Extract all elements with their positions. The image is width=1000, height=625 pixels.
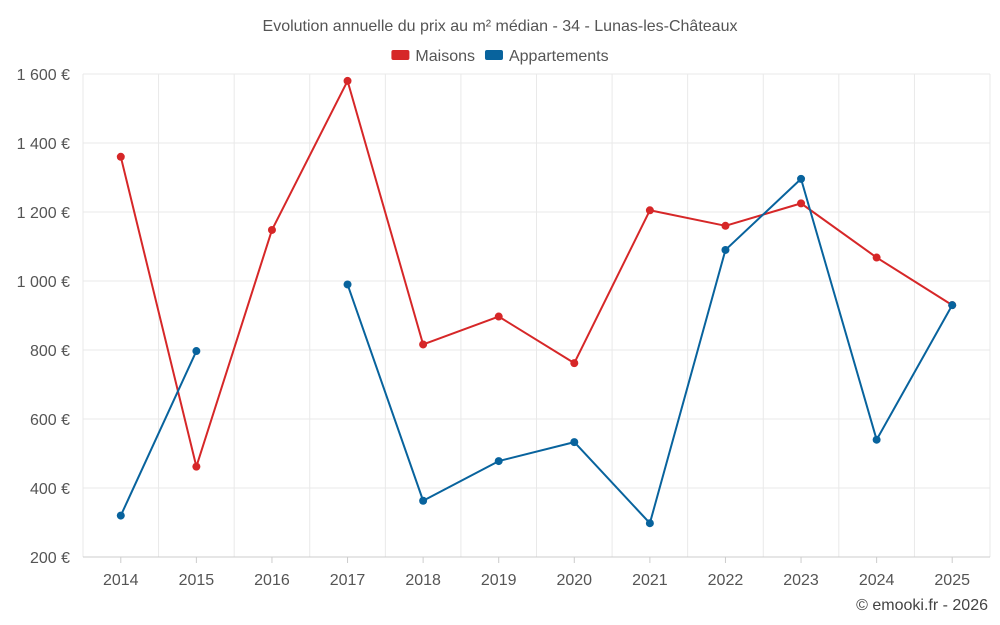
series-group (116, 76, 957, 528)
x-axis: 2014 2015 2016 2017 2018 2019 2020 2021 2022 2023… (83, 556, 990, 589)
data-point-appartements-2022[interactable] (721, 245, 730, 254)
x-tick-label: 2019 (481, 572, 517, 589)
x-tick-label: 2018 (405, 572, 441, 589)
data-point-maisons-2016[interactable] (267, 225, 276, 234)
x-tick-label: 2015 (179, 572, 215, 589)
legend-swatch (391, 50, 410, 60)
data-point-maisons-2017[interactable] (343, 76, 352, 85)
x-tick-label: 2020 (556, 572, 592, 589)
data-point-maisons-2014[interactable] (116, 152, 125, 161)
data-point-appartements-2015[interactable] (192, 347, 201, 356)
series-appartements (116, 174, 957, 528)
grid (82, 73, 991, 557)
data-point-appartements-2024[interactable] (872, 435, 881, 444)
x-tick-label: 2016 (254, 572, 290, 589)
series-maisons (116, 76, 957, 471)
legend-swatch (484, 50, 503, 60)
x-tick-label: 2025 (934, 572, 970, 589)
data-point-appartements-2014[interactable] (116, 511, 125, 520)
chart-title: Evolution annuelle du prix au m² médian … (263, 18, 738, 35)
data-point-maisons-2019[interactable] (494, 312, 503, 321)
y-tick-label: 1 400 € (17, 136, 70, 153)
x-tick-label: 2022 (708, 572, 744, 589)
data-point-maisons-2015[interactable] (192, 462, 201, 471)
y-tick-label: 400 € (30, 481, 70, 498)
x-tick-label: 2014 (103, 572, 139, 589)
x-tick-label: 2023 (783, 572, 819, 589)
x-tick-label: 2017 (330, 572, 366, 589)
y-tick-label: 1 000 € (17, 274, 70, 291)
y-tick-label: 200 € (30, 550, 70, 567)
legend-label: Maisons (415, 48, 475, 65)
data-point-maisons-2024[interactable] (872, 253, 881, 262)
credit-text: © emooki.fr - 2026 (856, 597, 988, 614)
data-point-appartements-2019[interactable] (494, 457, 503, 466)
data-point-maisons-2020[interactable] (570, 359, 579, 368)
data-point-maisons-2022[interactable] (721, 221, 730, 230)
legend-label: Appartements (509, 48, 609, 65)
y-tick-label: 600 € (30, 412, 70, 429)
data-point-maisons-2018[interactable] (419, 340, 428, 349)
series-line-maisons (119, 79, 954, 468)
data-point-maisons-2023[interactable] (797, 199, 806, 208)
data-point-appartements-2025[interactable] (948, 301, 957, 310)
data-point-appartements-2018[interactable] (419, 496, 428, 505)
legend-item-maisons[interactable]: Maisons (391, 48, 475, 65)
y-tick-label: 1 600 € (17, 67, 70, 84)
data-point-appartements-2020[interactable] (570, 438, 579, 447)
y-tick-label: 800 € (30, 343, 70, 360)
data-point-appartements-2017[interactable] (343, 280, 352, 289)
legend-item-appartements[interactable]: Appartements (484, 48, 609, 65)
y-axis: 200 € 400 € 600 € 800 € 1 000 € 1 200 € 1 400 … (17, 67, 70, 567)
data-point-maisons-2021[interactable] (645, 206, 654, 215)
y-tick-label: 1 200 € (17, 205, 70, 222)
x-tick-label: 2024 (859, 572, 895, 589)
legend: Maisons Appartements (391, 48, 609, 65)
data-point-appartements-2021[interactable] (645, 519, 654, 528)
data-point-appartements-2023[interactable] (797, 174, 806, 183)
x-tick-label: 2021 (632, 572, 668, 589)
